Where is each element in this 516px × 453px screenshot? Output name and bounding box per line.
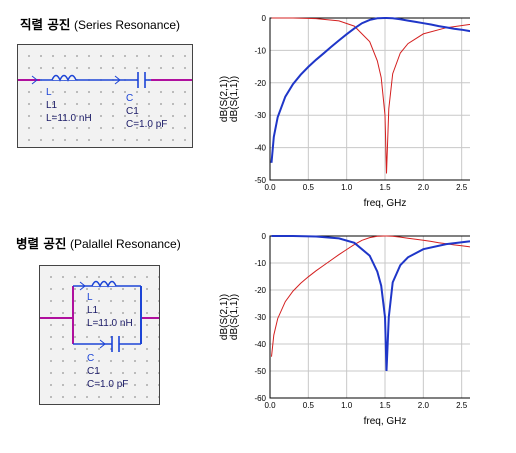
parallel-port-arrow-top — [79, 281, 86, 291]
parallel-inductor-coil — [91, 280, 117, 288]
parallel-series-s11-line — [271, 235, 470, 357]
parallel-capacitor-gap — [112, 337, 119, 351]
series-y-axis-label-s21: dB(S(2,1)) — [219, 76, 230, 122]
series-plot-area — [270, 18, 470, 180]
series-x-tick-label: 0.0 — [264, 183, 276, 192]
series-title-english: (Series Resonance) — [73, 18, 181, 32]
parallel-x-tick-label: 2.0 — [418, 401, 430, 410]
parallel-y-tick-label: -30 — [254, 313, 266, 322]
series-inductor-coil — [51, 74, 77, 82]
series-x-tick-label: 0.5 — [303, 183, 315, 192]
parallel-port-arrow-bottom — [99, 339, 106, 349]
series-inductor-value: L=11.0 nH — [46, 113, 92, 124]
series-resonance-title: 직렬 공진 (Series Resonance) — [20, 14, 180, 33]
parallel-y-tick-label: -10 — [254, 259, 266, 268]
series-capacitor-type: C — [126, 93, 134, 104]
series-capacitor-gap — [138, 73, 145, 87]
parallel-y-tick-label: -60 — [254, 394, 266, 403]
parallel-y-tick-label: -40 — [254, 340, 266, 349]
series-capacitor-name: C1 — [126, 106, 139, 117]
series-capacitor-value: C=1.0 pF — [126, 119, 168, 130]
series-resonance-chart: 0.00.51.01.52.02.53.00-10-20-30-40-50fre… — [219, 14, 470, 209]
parallel-y-axis-label-s11: dB(S(1,1)) — [229, 294, 240, 340]
series-x-axis-label: freq, GHz — [364, 198, 407, 209]
series-x-tick-label: 2.0 — [418, 183, 430, 192]
parallel-x-tick-label: 2.5 — [456, 401, 468, 410]
parallel-inductor-value: L=11.0 nH — [87, 318, 133, 329]
parallel-capacitor-value: C=1.0 pF — [87, 379, 129, 390]
parallel-x-tick-label: 1.0 — [341, 401, 353, 410]
series-y-axis-label-s11: dB(S(1,1)) — [229, 76, 240, 122]
parallel-capacitor-name: C1 — [87, 366, 100, 377]
series-x-tick-label: 2.5 — [456, 183, 468, 192]
parallel-series-s21-line — [271, 235, 470, 372]
parallel-x-tick-label: 0.5 — [303, 401, 315, 410]
series-y-tick-label: -30 — [254, 111, 266, 120]
series-inductor-name: L1 — [46, 100, 58, 111]
series-y-tick-label: -40 — [254, 144, 266, 153]
parallel-inductor-name: L1 — [87, 305, 99, 316]
parallel-y-tick-label: -50 — [254, 367, 266, 376]
series-inductor-type: L — [46, 87, 52, 98]
parallel-y-tick-label: -20 — [254, 286, 266, 295]
series-port-arrow-mid — [114, 75, 121, 85]
series-y-tick-label: -50 — [254, 176, 266, 185]
parallel-title-korean: 병렬 공진 — [16, 236, 67, 251]
parallel-schematic-panel: L L1 L=11.0 nH C C1 C=1.0 pF — [39, 265, 160, 405]
parallel-y-axis-label-s21: dB(S(2,1)) — [219, 294, 230, 340]
series-x-tick-label: 1.0 — [341, 183, 353, 192]
series-circuit-diagram — [18, 72, 192, 88]
parallel-title-english: (Palallel Resonance) — [69, 237, 181, 251]
parallel-x-tick-label: 1.5 — [379, 401, 391, 410]
series-y-tick-label: -20 — [254, 79, 266, 88]
parallel-x-axis-label: freq, GHz — [364, 416, 407, 427]
parallel-capacitor-type: C — [87, 353, 95, 364]
parallel-y-tick-label: 0 — [262, 232, 267, 241]
parallel-inductor-type: L — [87, 292, 93, 303]
series-port-arrow-left — [31, 75, 38, 85]
series-y-tick-label: -10 — [254, 46, 266, 55]
series-x-tick-label: 1.5 — [379, 183, 391, 192]
parallel-resonance-chart: 0.00.51.01.52.02.53.00-10-20-30-40-50-60… — [219, 232, 470, 427]
series-title-korean: 직렬 공진 — [20, 17, 71, 32]
series-schematic-panel: L L1 L=11.0 nH C C1 C=1.0 pF — [17, 44, 193, 148]
series-y-tick-label: 0 — [262, 14, 267, 23]
series-series-s21-line — [270, 17, 470, 163]
series-series-s11-line — [271, 17, 470, 174]
parallel-circuit-diagram — [40, 280, 159, 352]
parallel-x-tick-label: 0.0 — [264, 401, 276, 410]
parallel-resonance-title: 병렬 공진 (Palallel Resonance) — [16, 233, 181, 252]
